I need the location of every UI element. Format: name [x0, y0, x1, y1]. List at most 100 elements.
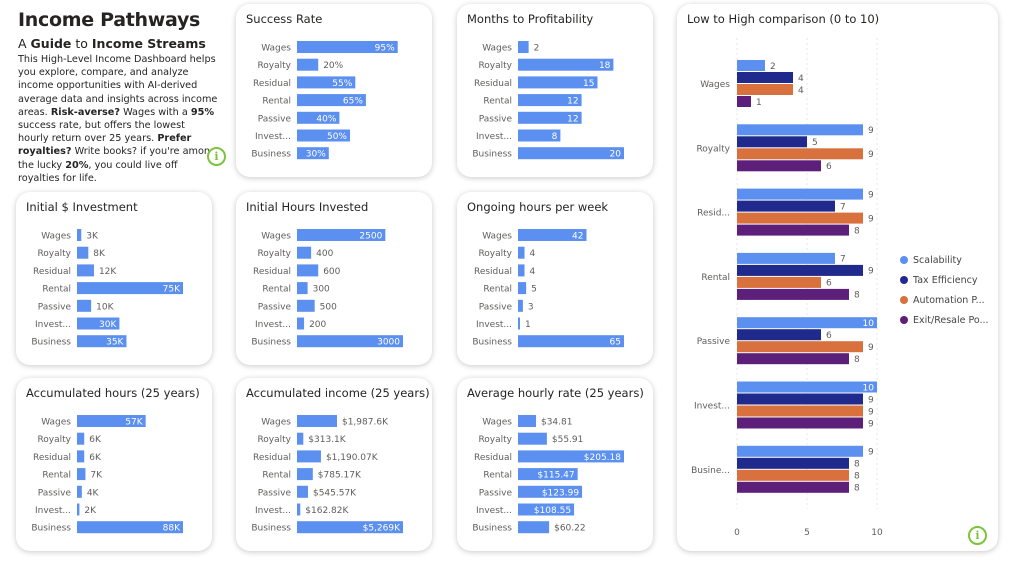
bar[interactable]: [737, 353, 849, 365]
bar[interactable]: [518, 94, 582, 107]
bar[interactable]: [737, 341, 863, 353]
bar[interactable]: [737, 124, 863, 136]
bar[interactable]: [518, 246, 525, 259]
comparison-card: Low to High comparison (0 to 10) 0 5 10 Wag…: [677, 4, 998, 551]
bar[interactable]: [297, 282, 308, 295]
bar[interactable]: [518, 147, 624, 160]
bar[interactable]: [737, 381, 877, 393]
data-label: 3000: [377, 338, 400, 348]
bar[interactable]: [518, 521, 550, 534]
bar[interactable]: [297, 450, 321, 463]
bar[interactable]: [297, 485, 308, 498]
bar[interactable]: [737, 136, 807, 148]
bar[interactable]: [77, 282, 183, 295]
bar[interactable]: [737, 60, 765, 71]
bar[interactable]: [297, 432, 304, 445]
bar[interactable]: [737, 445, 863, 457]
bar[interactable]: [737, 317, 877, 329]
bar[interactable]: [77, 317, 120, 330]
bar[interactable]: [77, 246, 89, 259]
info-circle-icon[interactable]: i: [207, 147, 226, 166]
bar[interactable]: [297, 264, 319, 277]
bar[interactable]: [518, 229, 587, 241]
bar[interactable]: [518, 282, 527, 295]
bar[interactable]: [77, 229, 82, 241]
legend-item-tax-efficiency[interactable]: Tax Efficiency: [900, 270, 989, 290]
bar[interactable]: [77, 485, 82, 498]
bar[interactable]: [737, 148, 863, 160]
bar[interactable]: [77, 335, 127, 348]
bar[interactable]: [737, 224, 849, 236]
bar[interactable]: [297, 229, 386, 241]
bar[interactable]: [737, 84, 793, 95]
bar[interactable]: [518, 111, 582, 124]
bar[interactable]: [737, 200, 835, 212]
initial-investment-card: Initial $ Investment Wages 3K Royalty 8K Res…: [16, 192, 212, 365]
bar[interactable]: [518, 317, 520, 330]
bar[interactable]: [518, 299, 523, 312]
bar[interactable]: [737, 96, 751, 107]
bar[interactable]: [518, 485, 583, 498]
bar[interactable]: [297, 246, 312, 259]
bar[interactable]: [737, 188, 863, 200]
bar[interactable]: [518, 264, 525, 277]
category-label: Rental: [483, 97, 512, 107]
bar[interactable]: [77, 503, 80, 516]
bar[interactable]: [297, 129, 350, 142]
category-label: Invest...: [255, 506, 291, 516]
bar[interactable]: [737, 405, 863, 417]
bar[interactable]: [518, 468, 578, 481]
bar[interactable]: [737, 160, 821, 172]
bar[interactable]: [297, 147, 329, 160]
bar[interactable]: [77, 521, 183, 534]
bar[interactable]: [297, 468, 313, 481]
bar[interactable]: [297, 317, 305, 330]
bar[interactable]: [297, 76, 356, 89]
legend-item-scalability[interactable]: Scalability: [900, 250, 989, 270]
bar[interactable]: [737, 264, 863, 276]
bar[interactable]: [737, 417, 863, 429]
data-label: 30K: [99, 320, 117, 330]
bar[interactable]: [518, 129, 561, 142]
bar[interactable]: [737, 288, 849, 300]
bar[interactable]: [297, 299, 315, 312]
bar[interactable]: [737, 481, 849, 493]
bar[interactable]: [518, 415, 536, 427]
bar[interactable]: [737, 252, 835, 264]
bar[interactable]: [737, 72, 793, 83]
data-label: 12: [567, 114, 578, 124]
bar[interactable]: [737, 457, 849, 469]
data-label: 88K: [163, 524, 181, 534]
bar[interactable]: [297, 335, 403, 348]
bar[interactable]: [737, 469, 849, 481]
info-circle-icon[interactable]: i: [968, 526, 987, 545]
bar[interactable]: [297, 521, 403, 534]
bar[interactable]: [737, 329, 821, 341]
legend-item-automation[interactable]: Automation P...: [900, 290, 989, 310]
bar[interactable]: [297, 111, 340, 124]
bar[interactable]: [297, 503, 301, 516]
bar[interactable]: [737, 212, 863, 224]
bar[interactable]: [518, 41, 529, 53]
desc-text: success rate, but offers the lowest hour…: [18, 120, 185, 145]
bar[interactable]: [77, 468, 86, 481]
bar[interactable]: [297, 94, 366, 107]
bar[interactable]: [518, 432, 547, 445]
legend-item-exit-resale[interactable]: Exit/Resale Po...: [900, 310, 989, 330]
bar[interactable]: [518, 76, 598, 89]
bar[interactable]: [297, 415, 337, 427]
bar[interactable]: [77, 432, 85, 445]
bar[interactable]: [518, 450, 624, 463]
bar[interactable]: [77, 299, 92, 312]
bar[interactable]: [297, 58, 319, 71]
bar[interactable]: [77, 264, 94, 277]
bar[interactable]: [518, 58, 614, 71]
bar[interactable]: [297, 41, 398, 53]
bar[interactable]: [77, 415, 146, 427]
bar[interactable]: [737, 393, 863, 405]
bar[interactable]: [77, 450, 85, 463]
bar[interactable]: [518, 503, 575, 516]
bar[interactable]: [518, 335, 624, 348]
bar[interactable]: [737, 276, 821, 288]
data-label: 1: [525, 320, 531, 330]
